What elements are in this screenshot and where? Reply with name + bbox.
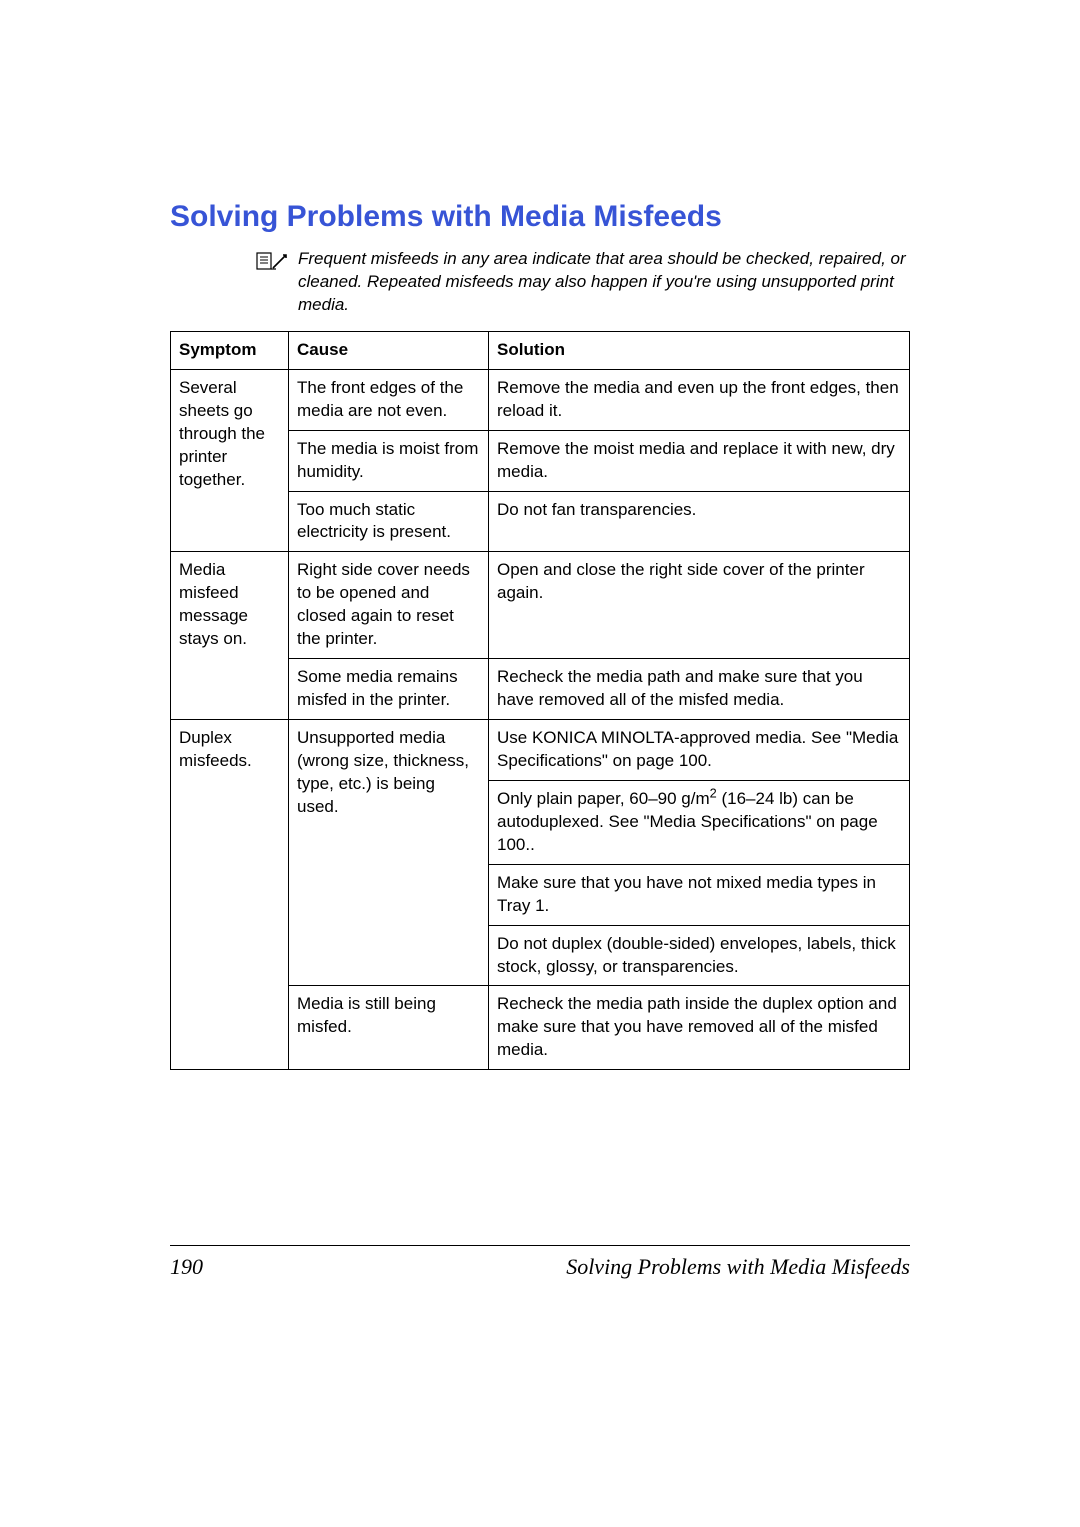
solution-cell: Make sure that you have not mixed media … [489,864,910,925]
cause-cell: The media is moist from humidity. [289,430,489,491]
solution-text-prefix: Only plain paper, 60–90 g/m [497,789,710,808]
page-footer: 190 Solving Problems with Media Misfeeds [170,1245,910,1280]
col-header-cause: Cause [289,331,489,369]
misfeed-table: Symptom Cause Solution Several sheets go… [170,331,910,1070]
table-row: Media misfeed message stays on. Right si… [171,552,910,659]
footer-section-title: Solving Problems with Media Misfeeds [566,1254,910,1280]
solution-cell: Only plain paper, 60–90 g/m2 (16–24 lb) … [489,780,910,864]
footer-rule [170,1245,910,1246]
solution-cell: Remove the media and even up the front e… [489,369,910,430]
symptom-cell: Several sheets go through the printer to… [171,369,289,552]
note-icon [256,250,290,277]
col-header-symptom: Symptom [171,331,289,369]
footer-line: 190 Solving Problems with Media Misfeeds [170,1254,910,1280]
note-block: Frequent misfeeds in any area indicate t… [256,248,910,317]
cause-cell: Unsupported media (wrong size, thickness… [289,720,489,986]
page: Solving Problems with Media Misfeeds Fre… [0,0,1080,1070]
symptom-cell: Media misfeed message stays on. [171,552,289,720]
table-row: Duplex misfeeds. Unsupported media (wron… [171,720,910,781]
cause-cell: Too much static electricity is present. [289,491,489,552]
cause-cell: Media is still being misfed. [289,986,489,1070]
cause-cell: Some media remains misfed in the printer… [289,659,489,720]
table-header-row: Symptom Cause Solution [171,331,910,369]
table-row: Several sheets go through the printer to… [171,369,910,430]
col-header-solution: Solution [489,331,910,369]
note-text: Frequent misfeeds in any area indicate t… [298,248,910,317]
solution-cell: Do not duplex (double-sided) envelopes, … [489,925,910,986]
cause-cell: The front edges of the media are not eve… [289,369,489,430]
solution-cell: Remove the moist media and replace it wi… [489,430,910,491]
cause-cell: Right side cover needs to be opened and … [289,552,489,659]
solution-cell: Recheck the media path and make sure tha… [489,659,910,720]
page-number: 190 [170,1254,203,1280]
symptom-cell: Duplex misfeeds. [171,720,289,1070]
solution-cell: Recheck the media path inside the duplex… [489,986,910,1070]
page-title: Solving Problems with Media Misfeeds [170,200,910,234]
superscript-2: 2 [710,785,717,800]
solution-cell: Do not fan transparencies. [489,491,910,552]
solution-cell: Use KONICA MINOLTA-approved media. See "… [489,720,910,781]
solution-cell: Open and close the right side cover of t… [489,552,910,659]
